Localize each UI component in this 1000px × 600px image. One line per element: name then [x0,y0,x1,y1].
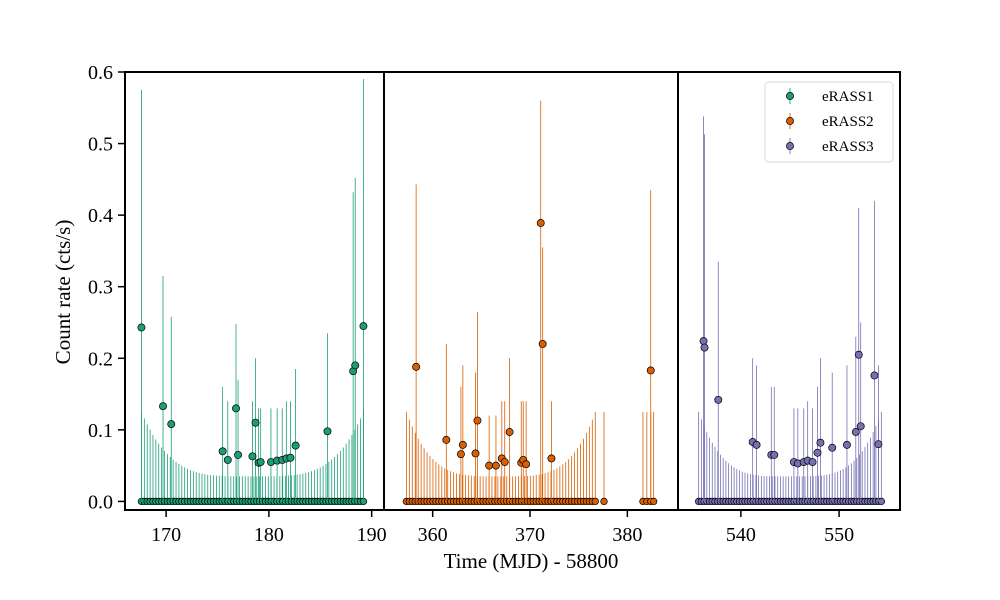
data-point [351,361,360,370]
legend-label: eRASS2 [822,114,874,130]
legend-label: eRASS1 [822,89,874,105]
data-point [646,366,655,375]
y-axis: 0.0 0.1 0.2 0.3 0.4 0.5 0.6 [88,62,125,513]
x-tick-label: 190 [357,524,387,546]
y-tick-label: 0.4 [88,205,113,227]
panel-frame [124,71,385,511]
data-point [813,448,822,457]
x-axis-label: Time (MJD) - 58800 [444,549,619,573]
series-eRASS2 [402,100,658,506]
data-point [248,452,257,461]
data-point [485,461,494,470]
data-point [232,404,240,413]
data-point [522,460,531,469]
y-tick-label: 0.0 [88,491,113,513]
data-point [473,416,482,425]
y-tick-label: 0.3 [88,277,113,299]
series-eRASS3 [694,116,885,506]
y-tick-label: 0.6 [88,62,113,84]
data-point [714,395,723,404]
x-tick-label: 170 [151,524,181,546]
data-point [770,450,779,459]
data-point [854,350,863,359]
data-point [456,450,465,459]
data-point [442,435,451,444]
x-tick-label: 370 [515,524,545,546]
panel-3: 540 550 [677,71,901,546]
data-point [816,438,825,447]
data-point [471,449,480,458]
data-point [251,418,260,427]
data-point [699,337,708,346]
y-tick-label: 0.5 [88,134,113,156]
legend-marker [786,92,794,100]
legend-marker [786,117,794,125]
data-point [808,458,817,466]
data-point [536,219,545,227]
x-tick-label: 180 [254,524,284,546]
data-point [650,497,658,506]
data-point [412,362,421,371]
y-axis-label: Count rate (cts/s) [51,220,75,365]
legend-marker [786,142,794,150]
x-tick-label: 360 [418,524,448,546]
x-tick-label: 550 [824,524,854,546]
data-point [159,402,167,411]
data-point [591,497,599,506]
data-point [458,440,467,449]
x-tick-label: 380 [612,524,642,546]
panels-layer: 170 180 190 360 370 380 540 550 [124,71,901,546]
panel-frame [677,71,901,511]
data-point [600,497,608,506]
data-point [547,454,556,463]
data-point [538,340,547,348]
data-point [700,343,709,352]
data-point [256,458,265,466]
data-point [218,447,227,456]
data-point [234,450,243,459]
data-point [828,443,837,452]
data-point [752,440,761,449]
data-point [500,458,509,466]
panel-1: 170 180 190 [124,71,387,546]
data-point [877,497,885,506]
legend-frame [764,81,894,163]
data-point [167,420,176,429]
y-tick-label: 0.2 [88,348,113,370]
data-point [856,422,865,431]
data-point [286,453,295,462]
data-point [492,461,500,470]
data-point [223,455,232,464]
data-point [851,428,860,436]
data-point [505,428,514,436]
data-point [323,427,332,436]
x-tick-label: 540 [726,524,756,546]
legend: eRASS1 eRASS2 eRASS3 [764,81,894,163]
data-point [137,323,146,332]
legend-label: eRASS3 [822,139,874,155]
panel-frame [383,71,679,511]
series-eRASS1 [137,79,368,506]
data-point [843,440,851,449]
data-point [870,371,879,380]
data-point [874,440,883,449]
y-tick-label: 0.1 [88,420,113,442]
data-point [359,322,368,331]
panel-2: 360 370 380 [383,71,679,546]
data-point [291,441,300,450]
